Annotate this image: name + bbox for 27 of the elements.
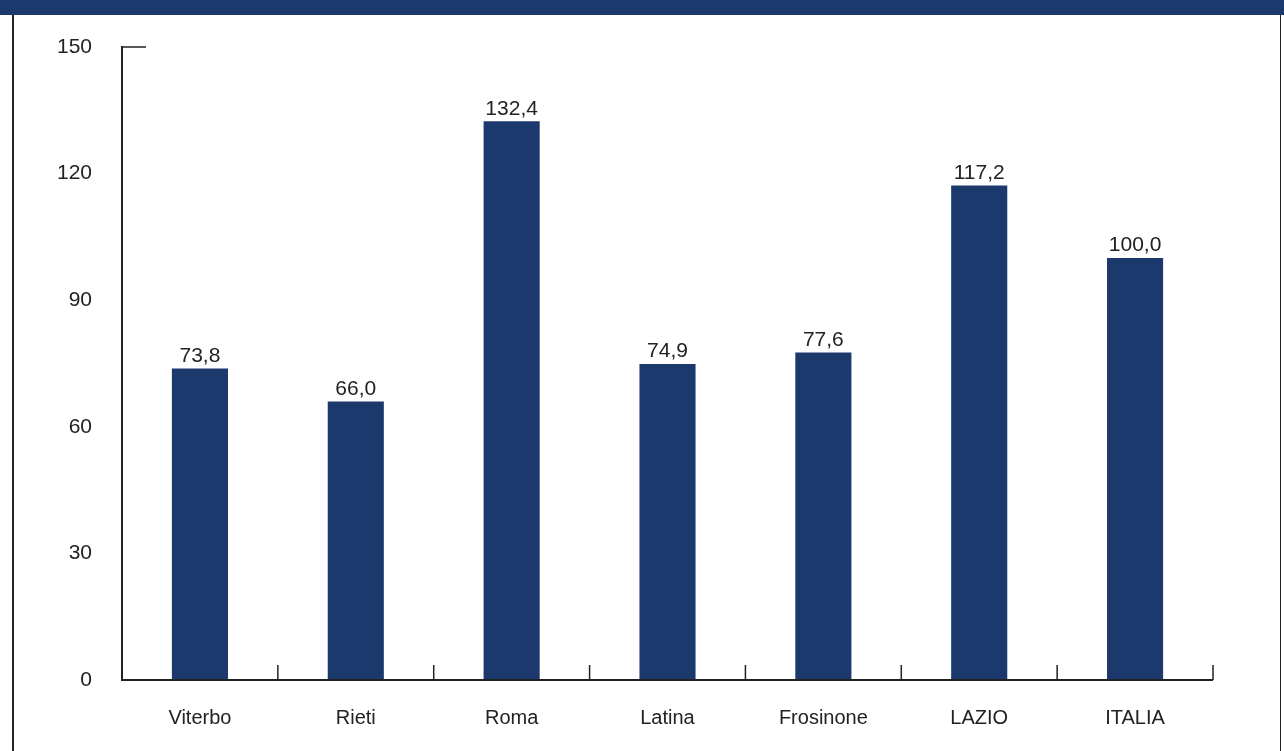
- data-label: 74,9: [647, 338, 688, 362]
- bar: [327, 401, 384, 680]
- x-tick-label: Frosinone: [778, 705, 868, 728]
- x-tick-label: ITALIA: [1105, 705, 1166, 728]
- y-tick-label: 60: [68, 413, 92, 437]
- y-tick-label: 150: [56, 33, 92, 57]
- bar: [171, 368, 228, 680]
- data-label: 100,0: [1108, 232, 1162, 256]
- y-tick-label: 0: [80, 666, 92, 690]
- y-tick-label: 30: [68, 540, 92, 564]
- data-label: 66,0: [335, 375, 377, 399]
- y-tick-label: 90: [68, 287, 92, 310]
- data-label: 117,2: [953, 159, 1005, 183]
- bar: [483, 121, 540, 680]
- x-tick-label: Roma: [484, 705, 540, 728]
- y-tick-label: 120: [56, 160, 92, 184]
- x-tick-label: Viterbo: [168, 705, 232, 728]
- bar: [795, 352, 852, 680]
- x-tick-label: Latina: [640, 705, 696, 728]
- bar: [1107, 258, 1164, 680]
- bar: [951, 185, 1008, 680]
- bar: [639, 363, 696, 680]
- x-tick-label: LAZIO: [950, 705, 1009, 728]
- x-tick-label: Rieti: [335, 705, 376, 728]
- data-label: 132,4: [485, 95, 539, 119]
- data-label: 77,6: [802, 326, 844, 350]
- data-label: 73,8: [179, 342, 221, 366]
